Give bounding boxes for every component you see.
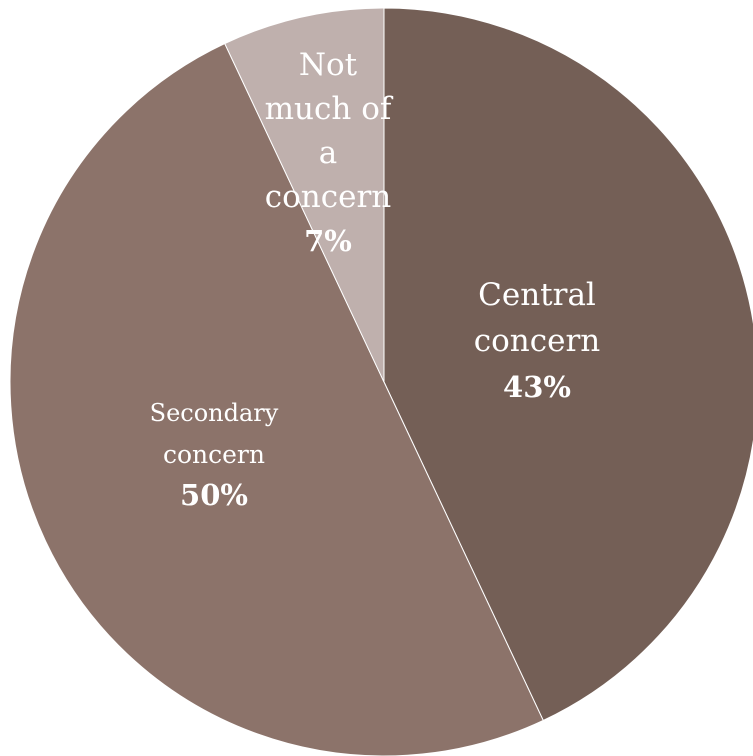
slice-label-text: concern	[163, 440, 265, 469]
slice-label-text: much of	[265, 91, 394, 127]
slice-label-text: Not	[299, 47, 358, 83]
slice-label-text: a	[319, 135, 337, 171]
slice-label: Central concern 43%	[474, 277, 601, 404]
slice-label-text: Secondary	[150, 399, 279, 427]
slice-label: Secondary concern 50%	[150, 399, 279, 512]
slice-percent-label: 50%	[180, 478, 248, 512]
pie-slice	[224, 7, 385, 383]
slice-label: Not much of a concern 7%	[265, 47, 394, 258]
pie-slice	[383, 7, 753, 722]
pie-slices	[9, 7, 753, 756]
pie-labels: Central concern 43% Secondary concern 50% Not m…	[150, 47, 601, 512]
slice-label-text: Central	[478, 277, 596, 313]
slice-percent-label: 7%	[304, 224, 352, 258]
slice-label-text: concern	[474, 323, 601, 359]
slice-percent-label: 43%	[503, 370, 571, 404]
slice-label-text: concern	[265, 179, 392, 215]
